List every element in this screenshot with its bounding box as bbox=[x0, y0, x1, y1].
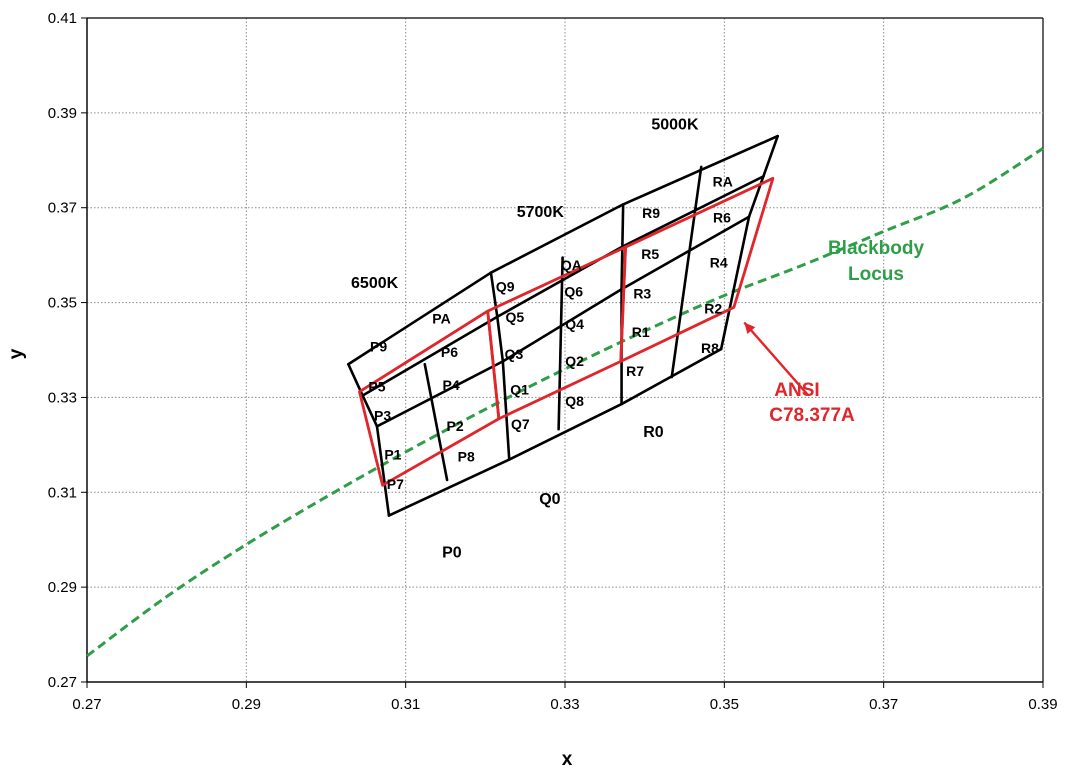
bin-label: P7 bbox=[387, 476, 404, 492]
bin-label: Q9 bbox=[496, 278, 515, 294]
grid-subdivision-line bbox=[557, 256, 564, 431]
grid-row-line bbox=[387, 458, 511, 517]
y-tick-label: 0.29 bbox=[48, 579, 77, 596]
grid-column-line bbox=[621, 203, 625, 248]
y-axis-title: y bbox=[6, 348, 27, 359]
grid-row-line bbox=[621, 175, 765, 248]
bin-label: P3 bbox=[374, 407, 391, 423]
grid-column-line bbox=[762, 134, 780, 178]
y-tick-label: 0.41 bbox=[48, 10, 77, 27]
bin-label: Q7 bbox=[511, 416, 530, 432]
grid-column-line bbox=[495, 315, 505, 363]
bin-label: Q1 bbox=[510, 381, 529, 397]
cct-label: 5700K bbox=[517, 204, 565, 221]
bin-labels: PA P9 P6 P5 P4 P3 P2 P1 P8 P7 QA Q9 Q6 Q5 Q4 Q3 Q2 Q1 Q8 Q7… bbox=[351, 116, 733, 561]
ansi-label-line2: C78.377A bbox=[769, 405, 855, 426]
grid-row-line bbox=[375, 360, 505, 428]
blackbody-locus-label-line1: Blackbody bbox=[828, 238, 925, 259]
grid-column-line bbox=[489, 271, 499, 319]
grid-column-line bbox=[719, 215, 751, 351]
x-tick-label: 0.35 bbox=[710, 696, 739, 713]
tick-labels: 0.27 0.29 0.31 0.33 0.35 0.37 0.39 0.27 0.29 0.31… bbox=[48, 10, 1058, 713]
ansi-arrow-head bbox=[744, 322, 756, 335]
blackbody-locus-label-line2: Locus bbox=[848, 264, 904, 285]
grid-subdivision-line bbox=[423, 362, 449, 482]
bin-label: P2 bbox=[446, 418, 463, 434]
y-tick-label: 0.37 bbox=[48, 200, 77, 217]
bin-label: QA bbox=[561, 257, 582, 273]
region-label: Q0 bbox=[539, 491, 560, 508]
bin-label: P4 bbox=[443, 377, 460, 393]
x-axis-title: x bbox=[562, 749, 573, 770]
grid-row-line bbox=[347, 271, 493, 366]
ansi-arrow bbox=[743, 321, 809, 396]
bin-label: Q3 bbox=[505, 346, 524, 362]
x-tick-label: 0.27 bbox=[72, 696, 101, 713]
region-label: P0 bbox=[442, 545, 462, 562]
bin-label: P8 bbox=[458, 449, 475, 465]
y-tick-label: 0.35 bbox=[48, 295, 77, 312]
bin-label: P9 bbox=[370, 339, 387, 355]
x-tick-label: 0.31 bbox=[391, 696, 420, 713]
region-label: R0 bbox=[643, 424, 664, 441]
bin-label: R9 bbox=[642, 205, 660, 221]
bin-label: Q8 bbox=[565, 393, 584, 409]
grid-column-line bbox=[501, 360, 511, 461]
y-tick-label: 0.39 bbox=[48, 105, 77, 122]
bin-label: Q5 bbox=[505, 309, 524, 325]
grid-column-line bbox=[361, 394, 379, 428]
ansi-quadrangles bbox=[358, 176, 775, 487]
bin-label: Q4 bbox=[565, 316, 584, 332]
y-tick-label: 0.31 bbox=[48, 484, 77, 501]
ansi-arrow-shaft bbox=[743, 321, 809, 396]
bin-label: R7 bbox=[626, 363, 644, 379]
grid-row-line bbox=[620, 215, 751, 291]
grid-column-line bbox=[620, 245, 624, 291]
bin-label: R4 bbox=[710, 255, 728, 271]
ansi-label-line1: ANSI bbox=[774, 380, 819, 401]
bin-label: P6 bbox=[441, 344, 458, 360]
bin-label: R1 bbox=[632, 324, 650, 340]
bin-label: R2 bbox=[704, 300, 722, 316]
bin-label: P1 bbox=[384, 446, 401, 462]
bin-label: P5 bbox=[368, 379, 385, 395]
x-tick-label: 0.37 bbox=[869, 696, 898, 713]
x-tick-label: 0.29 bbox=[232, 696, 261, 713]
cct-label: 5000K bbox=[651, 116, 699, 133]
grid-column-line bbox=[375, 425, 391, 517]
grid-row-line bbox=[507, 402, 623, 461]
bin-label: R8 bbox=[701, 340, 719, 356]
y-tick-label: 0.33 bbox=[48, 389, 77, 406]
bin-label: Q2 bbox=[565, 353, 584, 369]
grid-row-line bbox=[361, 315, 499, 397]
bin-label: R6 bbox=[713, 210, 731, 226]
x-tick-label: 0.39 bbox=[1028, 696, 1057, 713]
bin-label: R5 bbox=[641, 246, 659, 262]
grid-row-line bbox=[489, 203, 625, 274]
y-tick-label: 0.27 bbox=[48, 674, 77, 691]
grid-subdivision-line bbox=[670, 165, 703, 379]
cct-label: 6500K bbox=[351, 275, 399, 292]
x-tick-label: 0.33 bbox=[550, 696, 579, 713]
bin-label: RA bbox=[713, 174, 733, 190]
bin-label: R3 bbox=[633, 286, 651, 302]
bin-label: PA bbox=[432, 311, 450, 327]
bin-label: Q6 bbox=[564, 284, 583, 300]
gridlines bbox=[81, 17, 1044, 688]
ansi-quadrangle bbox=[619, 176, 775, 363]
